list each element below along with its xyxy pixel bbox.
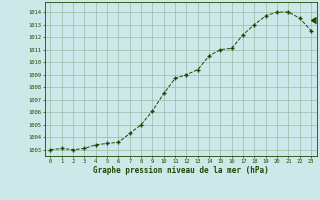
X-axis label: Graphe pression niveau de la mer (hPa): Graphe pression niveau de la mer (hPa) — [93, 166, 269, 175]
